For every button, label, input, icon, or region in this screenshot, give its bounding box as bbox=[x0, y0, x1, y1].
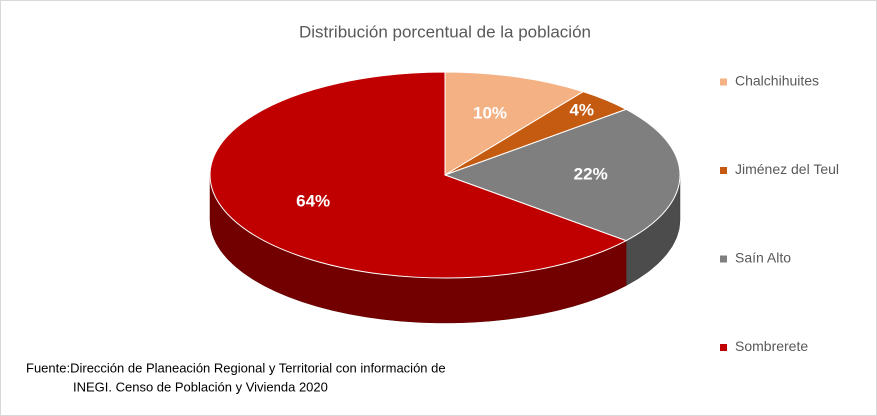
data-label: 64% bbox=[296, 192, 330, 211]
legend-swatch bbox=[720, 167, 727, 174]
legend-swatch bbox=[720, 78, 727, 86]
legend-swatch bbox=[720, 344, 727, 351]
legend-label: Sombrerete bbox=[735, 338, 808, 354]
legend-label: Saín Alto bbox=[735, 250, 791, 266]
legend-label: Jiménez del Teul bbox=[735, 161, 839, 177]
data-label: 22% bbox=[574, 164, 608, 183]
pie-slice bbox=[209, 71, 628, 279]
pie-slice bbox=[443, 108, 681, 242]
pie-slice bbox=[444, 71, 585, 176]
data-label: 10% bbox=[473, 104, 507, 123]
legend-label: Chalchihuites bbox=[735, 73, 819, 89]
source-note: Fuente:Dirección de Planeación Regional … bbox=[26, 360, 446, 375]
data-label: 4% bbox=[569, 101, 594, 120]
chart-title: Distribución porcentual de la población bbox=[299, 22, 591, 41]
source-note: INEGI. Censo de Población y Vivienda 202… bbox=[73, 379, 328, 394]
legend-swatch bbox=[720, 255, 727, 263]
